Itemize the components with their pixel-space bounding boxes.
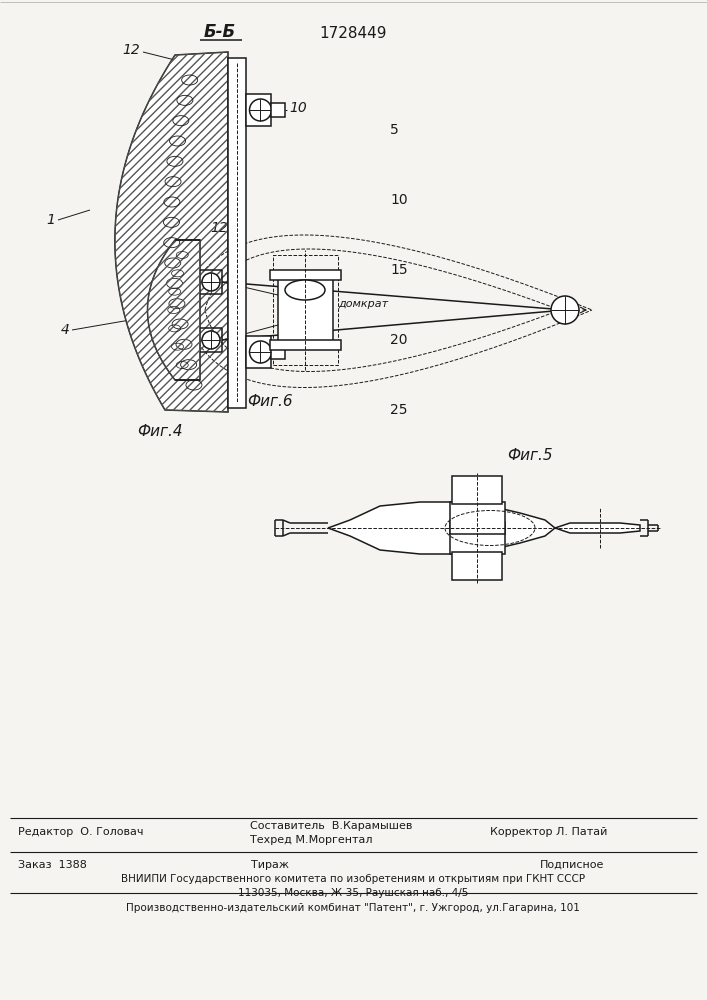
Bar [450, 502, 505, 534]
Bar [273, 255, 338, 365]
Text: Подписное: Подписное [540, 860, 604, 870]
Text: 1728449: 1728449 [320, 26, 387, 41]
Circle shape [250, 99, 271, 121]
Bar [450, 522, 505, 554]
Bar [271, 345, 286, 359]
Text: Фиг.4: Фиг.4 [137, 424, 183, 440]
Text: 12: 12 [210, 221, 228, 235]
Bar [246, 336, 271, 368]
Text: 10: 10 [289, 101, 308, 115]
Text: Техред М.Моргентал: Техред М.Моргентал [250, 835, 373, 845]
Circle shape [250, 341, 271, 363]
Text: 20: 20 [390, 333, 407, 347]
Bar [452, 476, 502, 504]
Text: Корректор Л. Патай: Корректор Л. Патай [490, 827, 607, 837]
Bar [270, 270, 341, 280]
Bar [452, 552, 502, 580]
Text: 10: 10 [390, 193, 408, 207]
Text: ВНИИПИ Государственного комитета по изобретениям и открытиям при ГКНТ СССР: ВНИИПИ Государственного комитета по изоб… [121, 874, 585, 884]
Circle shape [551, 296, 579, 324]
Text: Б-Б: Б-Б [204, 23, 236, 41]
Text: домкрат: домкрат [338, 299, 388, 309]
Text: Производственно-издательский комбинат "Патент", г. Ужгород, ул.Гагарина, 101: Производственно-издательский комбинат "П… [126, 903, 580, 913]
Text: 4: 4 [61, 323, 69, 337]
Ellipse shape [285, 280, 325, 300]
Polygon shape [148, 240, 200, 380]
Polygon shape [115, 52, 228, 412]
Bar [271, 103, 286, 117]
Text: Тираж: Тираж [251, 860, 289, 870]
Circle shape [202, 331, 220, 349]
Bar [246, 94, 271, 126]
Bar [228, 58, 246, 408]
Text: Фиг.5: Фиг.5 [507, 448, 553, 462]
Text: 5: 5 [230, 271, 238, 284]
Text: 12: 12 [122, 43, 140, 57]
Text: 113035, Москва, Ж-35, Раушская наб., 4/5: 113035, Москва, Ж-35, Раушская наб., 4/5 [238, 888, 468, 898]
Text: Составитель  В.Карамышев: Составитель В.Карамышев [250, 821, 412, 831]
Text: 15: 15 [390, 263, 408, 277]
Polygon shape [328, 502, 640, 554]
Text: Фиг.6: Фиг.6 [247, 394, 293, 410]
Text: Заказ  1388: Заказ 1388 [18, 860, 87, 870]
Circle shape [202, 273, 220, 291]
Text: 1: 1 [46, 213, 55, 227]
Bar [278, 275, 333, 345]
Text: Редактор  О. Головач: Редактор О. Головач [18, 827, 144, 837]
Text: 25: 25 [390, 403, 407, 417]
Bar [270, 340, 341, 350]
Text: 5: 5 [390, 123, 399, 137]
